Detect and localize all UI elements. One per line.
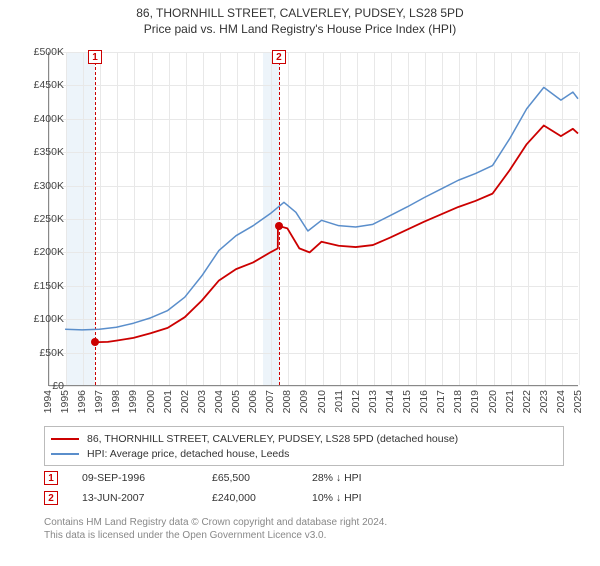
x-axis-tick-label: 2019 (469, 390, 481, 413)
legend-swatch (51, 438, 79, 440)
x-axis-tick-label: 2002 (179, 390, 191, 413)
event-diff: 10% ↓ HPI (312, 492, 432, 504)
x-axis-tick-label: 1997 (93, 390, 105, 413)
y-axis-tick-label: £150K (22, 280, 64, 292)
x-axis-tick-label: 1996 (76, 390, 88, 413)
legend-item: HPI: Average price, detached house, Leed… (51, 446, 557, 461)
legend: 86, THORNHILL STREET, CALVERLEY, PUDSEY,… (44, 426, 564, 466)
y-axis-tick-label: £400K (22, 113, 64, 125)
event-price: £240,000 (212, 492, 312, 504)
legend-swatch (51, 453, 79, 455)
x-axis-tick-label: 2021 (504, 390, 516, 413)
x-axis-tick-label: 2025 (572, 390, 584, 413)
x-axis-tick-label: 2016 (418, 390, 430, 413)
x-axis-tick-label: 2007 (264, 390, 276, 413)
footer-line: Contains HM Land Registry data © Crown c… (44, 516, 564, 529)
x-axis-tick-label: 2001 (162, 390, 174, 413)
y-axis-tick-label: £350K (22, 146, 64, 158)
x-axis-tick-label: 1998 (110, 390, 122, 413)
x-axis-tick-label: 2014 (384, 390, 396, 413)
x-axis-tick-label: 2009 (298, 390, 310, 413)
event-price: £65,500 (212, 472, 312, 484)
x-axis-tick-label: 2011 (333, 390, 345, 413)
event-marker: 1 (44, 471, 58, 485)
event-marker: 2 (44, 491, 58, 505)
x-axis-tick-label: 2018 (452, 390, 464, 413)
x-axis-tick-label: 2012 (350, 390, 362, 413)
footer-line: This data is licensed under the Open Gov… (44, 529, 564, 542)
chart-title: 86, THORNHILL STREET, CALVERLEY, PUDSEY,… (0, 6, 600, 20)
x-axis-tick-label: 2023 (538, 390, 550, 413)
x-axis-tick-label: 2017 (435, 390, 447, 413)
x-axis-tick-label: 2008 (281, 390, 293, 413)
x-axis-tick-label: 2003 (196, 390, 208, 413)
event-row: 2 13-JUN-2007 £240,000 10% ↓ HPI (44, 488, 564, 508)
y-axis-tick-label: £200K (22, 246, 64, 258)
y-axis-tick-label: £50K (22, 347, 64, 359)
y-axis-tick-label: £100K (22, 313, 64, 325)
y-axis-tick-label: £500K (22, 46, 64, 58)
x-axis-tick-label: 2020 (487, 390, 499, 413)
legend-label: 86, THORNHILL STREET, CALVERLEY, PUDSEY,… (87, 433, 458, 445)
event-row: 1 09-SEP-1996 £65,500 28% ↓ HPI (44, 468, 564, 488)
x-axis-tick-label: 1994 (42, 390, 54, 413)
footer-attribution: Contains HM Land Registry data © Crown c… (44, 516, 564, 542)
legend-item: 86, THORNHILL STREET, CALVERLEY, PUDSEY,… (51, 431, 557, 446)
events-table: 1 09-SEP-1996 £65,500 28% ↓ HPI 2 13-JUN… (44, 468, 564, 508)
x-axis-tick-label: 2024 (555, 390, 567, 413)
x-axis-tick-label: 2022 (521, 390, 533, 413)
legend-label: HPI: Average price, detached house, Leed… (87, 448, 289, 460)
x-axis-tick-label: 2005 (230, 390, 242, 413)
x-axis-tick-label: 2015 (401, 390, 413, 413)
y-axis-tick-label: £250K (22, 213, 64, 225)
y-axis-tick-label: £300K (22, 180, 64, 192)
x-axis-tick-label: 2013 (367, 390, 379, 413)
x-axis-tick-label: 2006 (247, 390, 259, 413)
event-date: 09-SEP-1996 (82, 472, 212, 484)
chart-plot-area: 12 (48, 52, 578, 386)
chart-subtitle: Price paid vs. HM Land Registry's House … (0, 22, 600, 36)
gridline (49, 386, 578, 387)
x-axis-tick-label: 2004 (213, 390, 225, 413)
x-axis-tick-label: 1999 (127, 390, 139, 413)
series-line (65, 87, 578, 329)
x-axis-tick-label: 1995 (59, 390, 71, 413)
x-axis-tick-label: 2010 (316, 390, 328, 413)
y-axis-tick-label: £450K (22, 79, 64, 91)
event-date: 13-JUN-2007 (82, 492, 212, 504)
event-diff: 28% ↓ HPI (312, 472, 432, 484)
gridline (579, 52, 580, 385)
series-line (94, 125, 578, 342)
x-axis-tick-label: 2000 (145, 390, 157, 413)
